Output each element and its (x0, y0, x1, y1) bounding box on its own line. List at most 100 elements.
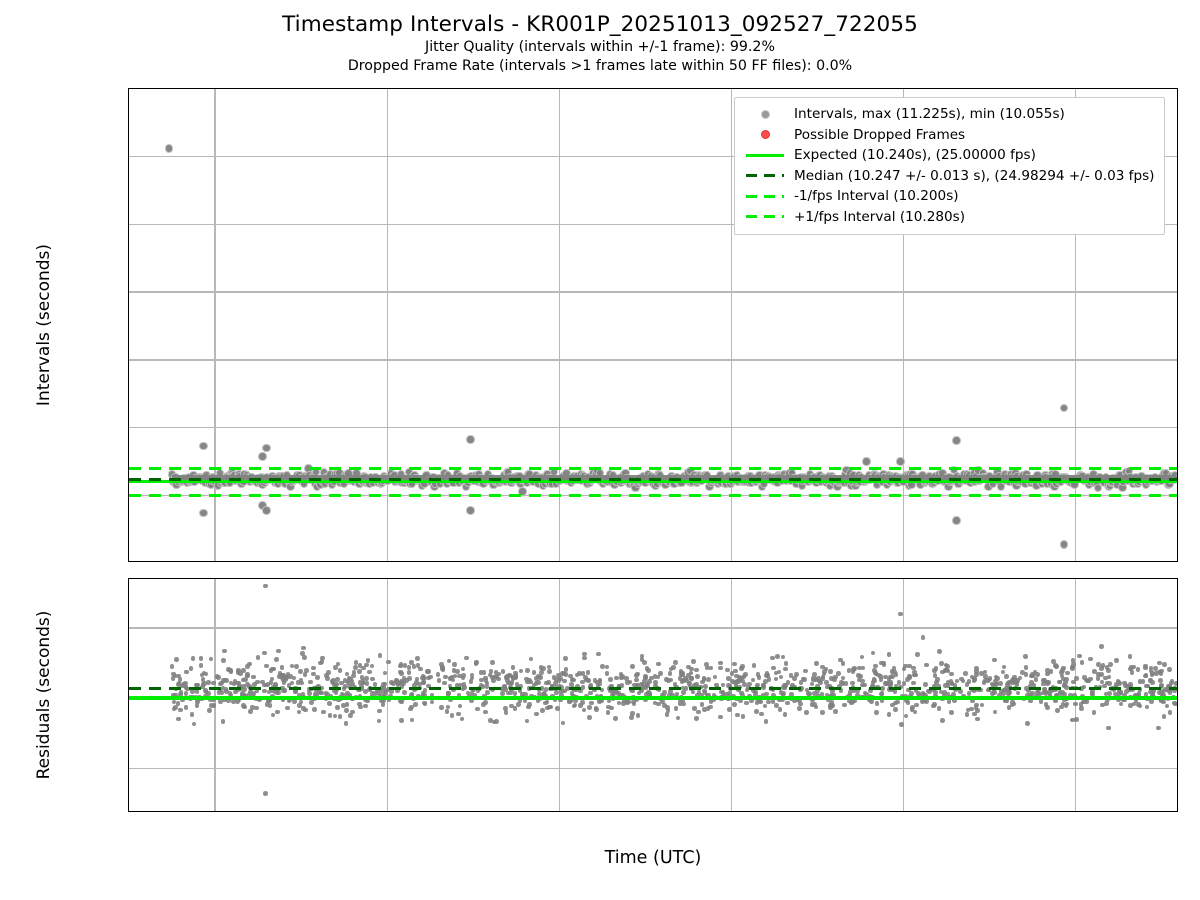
intervals-gridline-h (129, 291, 1177, 293)
residual-data-point (279, 665, 285, 671)
residual-data-point (675, 715, 681, 721)
residual-data-point (914, 702, 919, 708)
residual-data-point (664, 677, 669, 682)
residual-data-point (1063, 677, 1069, 682)
residual-data-point (1128, 703, 1133, 708)
residual-data-point (276, 648, 281, 654)
residual-data-point (510, 665, 516, 671)
residual-data-point (1167, 667, 1172, 672)
interval-outlier-point (199, 508, 208, 518)
residual-data-point (667, 671, 673, 676)
residual-data-point (740, 664, 745, 669)
residual-data-point (308, 679, 314, 685)
residual-data-point (483, 700, 488, 705)
residual-data-point (673, 706, 679, 711)
residual-data-point (251, 674, 257, 680)
residual-data-point (1053, 663, 1059, 668)
residual-data-point (764, 671, 770, 676)
residual-data-point (422, 701, 428, 707)
residual-data-point (1127, 654, 1133, 659)
residual-data-point (783, 666, 789, 672)
residual-data-point (571, 677, 576, 683)
residual-data-point (1064, 670, 1070, 676)
residuals-ytick (128, 627, 129, 629)
residual-data-point (694, 667, 699, 673)
intervals-x-tick (1075, 561, 1077, 562)
residual-data-point (829, 676, 834, 681)
residual-data-point (1095, 675, 1101, 681)
residual-data-point (429, 699, 435, 705)
residual-data-point (812, 701, 817, 707)
x-axis-label: Time (UTC) (604, 848, 702, 868)
residual-data-point (820, 710, 825, 715)
residual-data-point (1106, 725, 1111, 731)
residual-data-point (533, 681, 539, 686)
gray-circle-marker-icon (760, 109, 770, 119)
residual-data-point (718, 714, 723, 720)
residual-outlier-point (262, 791, 268, 796)
residual-data-point (319, 659, 325, 664)
residual-data-point (580, 700, 585, 705)
residual-data-point (544, 699, 550, 705)
residual-data-point (344, 707, 349, 713)
residual-data-point (1000, 669, 1006, 675)
residual-data-point (775, 654, 780, 660)
residual-data-point (771, 665, 776, 671)
residual-data-point (840, 675, 846, 681)
residual-data-point (207, 708, 212, 713)
residual-data-point (691, 659, 696, 664)
residual-data-point (783, 661, 789, 666)
residual-data-point (178, 690, 184, 695)
residual-data-point (1045, 681, 1050, 687)
residual-data-point (526, 704, 532, 710)
residual-data-point (1104, 701, 1109, 707)
residual-data-point (1167, 710, 1173, 715)
residual-data-point (733, 668, 739, 674)
residual-data-point (1006, 705, 1012, 710)
residual-data-point (782, 712, 788, 717)
residual-data-point (377, 708, 382, 714)
residual-data-point (840, 681, 846, 686)
residual-data-point (1129, 669, 1135, 675)
residual-data-point (191, 721, 197, 727)
residual-data-point (464, 655, 470, 661)
residual-data-point (539, 669, 545, 675)
residual-data-point (604, 664, 610, 670)
residual-data-point (460, 666, 466, 672)
residual-data-point (220, 718, 226, 724)
intervals-x-tick (903, 561, 905, 562)
residual-data-point (680, 690, 686, 695)
residual-data-point (399, 718, 404, 723)
residual-data-point (228, 669, 234, 674)
residual-data-point (741, 674, 747, 680)
residual-data-point (582, 655, 587, 661)
residual-data-point (656, 661, 662, 667)
residual-data-point (1099, 644, 1104, 649)
residual-data-point (872, 678, 877, 683)
residual-data-point (734, 712, 740, 718)
intervals-ytick (128, 224, 129, 226)
residual-data-point (222, 648, 227, 654)
residual-data-point (1077, 653, 1082, 659)
intervals-ytick (128, 359, 129, 361)
residual-data-point (175, 701, 181, 707)
residual-data-point (1001, 664, 1007, 670)
residual-data-point (220, 658, 226, 663)
residual-data-point (208, 656, 214, 662)
legend-item-minus-fps: -1/fps Interval (10.200s) (744, 186, 1155, 207)
residual-data-point (744, 700, 749, 706)
residual-data-point (966, 678, 972, 684)
residual-data-point (814, 661, 819, 666)
x-tick (903, 811, 905, 812)
residual-data-point (194, 702, 200, 708)
residual-data-point (1135, 667, 1141, 672)
residual-data-point (635, 713, 641, 718)
residual-data-point (449, 713, 455, 718)
residual-data-point (557, 675, 563, 681)
residual-data-point (770, 655, 775, 661)
residual-data-point (289, 680, 295, 686)
residual-data-point (294, 664, 299, 669)
residual-data-point (647, 691, 653, 696)
residual-data-point (842, 702, 847, 708)
interval-outlier-point (1059, 403, 1069, 413)
